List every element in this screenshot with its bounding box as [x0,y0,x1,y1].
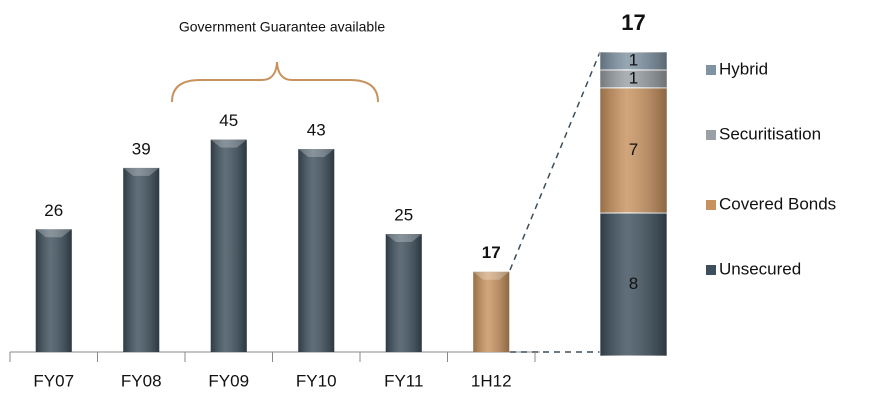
data-label: 45 [219,111,238,130]
bar-cap [385,234,422,242]
legend-swatch [706,265,716,275]
bar-cap [123,167,160,176]
connector [509,51,601,271]
x-tick-label: FY08 [121,371,162,390]
bar-cap [35,229,72,238]
segment-label: 7 [629,140,638,159]
bar-shine [473,271,510,352]
data-label: 26 [44,201,63,220]
data-label: 25 [394,205,413,224]
x-tick-label: FY11 [384,371,423,390]
segment-shine [600,52,667,70]
x-tick-label: 1H12 [471,371,512,390]
bar-shine [123,167,160,352]
bar-shine [210,139,247,352]
data-label: 17 [482,243,501,262]
bar-shine [35,229,72,352]
legend-label: Securitisation [719,124,821,143]
legend-label: Hybrid [719,59,768,78]
total-label: 17 [621,10,645,35]
segment-label: 8 [629,274,638,293]
segment-label: 1 [629,50,638,69]
segment-shine [600,87,667,213]
legend-swatch [706,200,716,210]
bar-cap [298,149,335,158]
legend-swatch [706,130,716,140]
segment-label: 1 [629,68,638,87]
x-tick-label: FY10 [296,371,337,390]
bar-shine [298,149,335,352]
data-label: 43 [307,121,326,140]
x-tick-label: FY09 [208,371,249,390]
x-tick-label: FY07 [33,371,74,390]
legend-label: Covered Bonds [719,194,836,213]
legend-label: Unsecured [719,259,801,278]
bar-cap [473,271,510,280]
legend-swatch [706,65,716,75]
bar-cap [210,139,247,148]
segment-shine [600,212,667,356]
bar-shine [385,234,422,352]
annotation: Government Guarantee available [179,19,385,35]
data-label: 39 [132,139,151,158]
brace [171,61,379,103]
segment-shine [600,69,667,88]
